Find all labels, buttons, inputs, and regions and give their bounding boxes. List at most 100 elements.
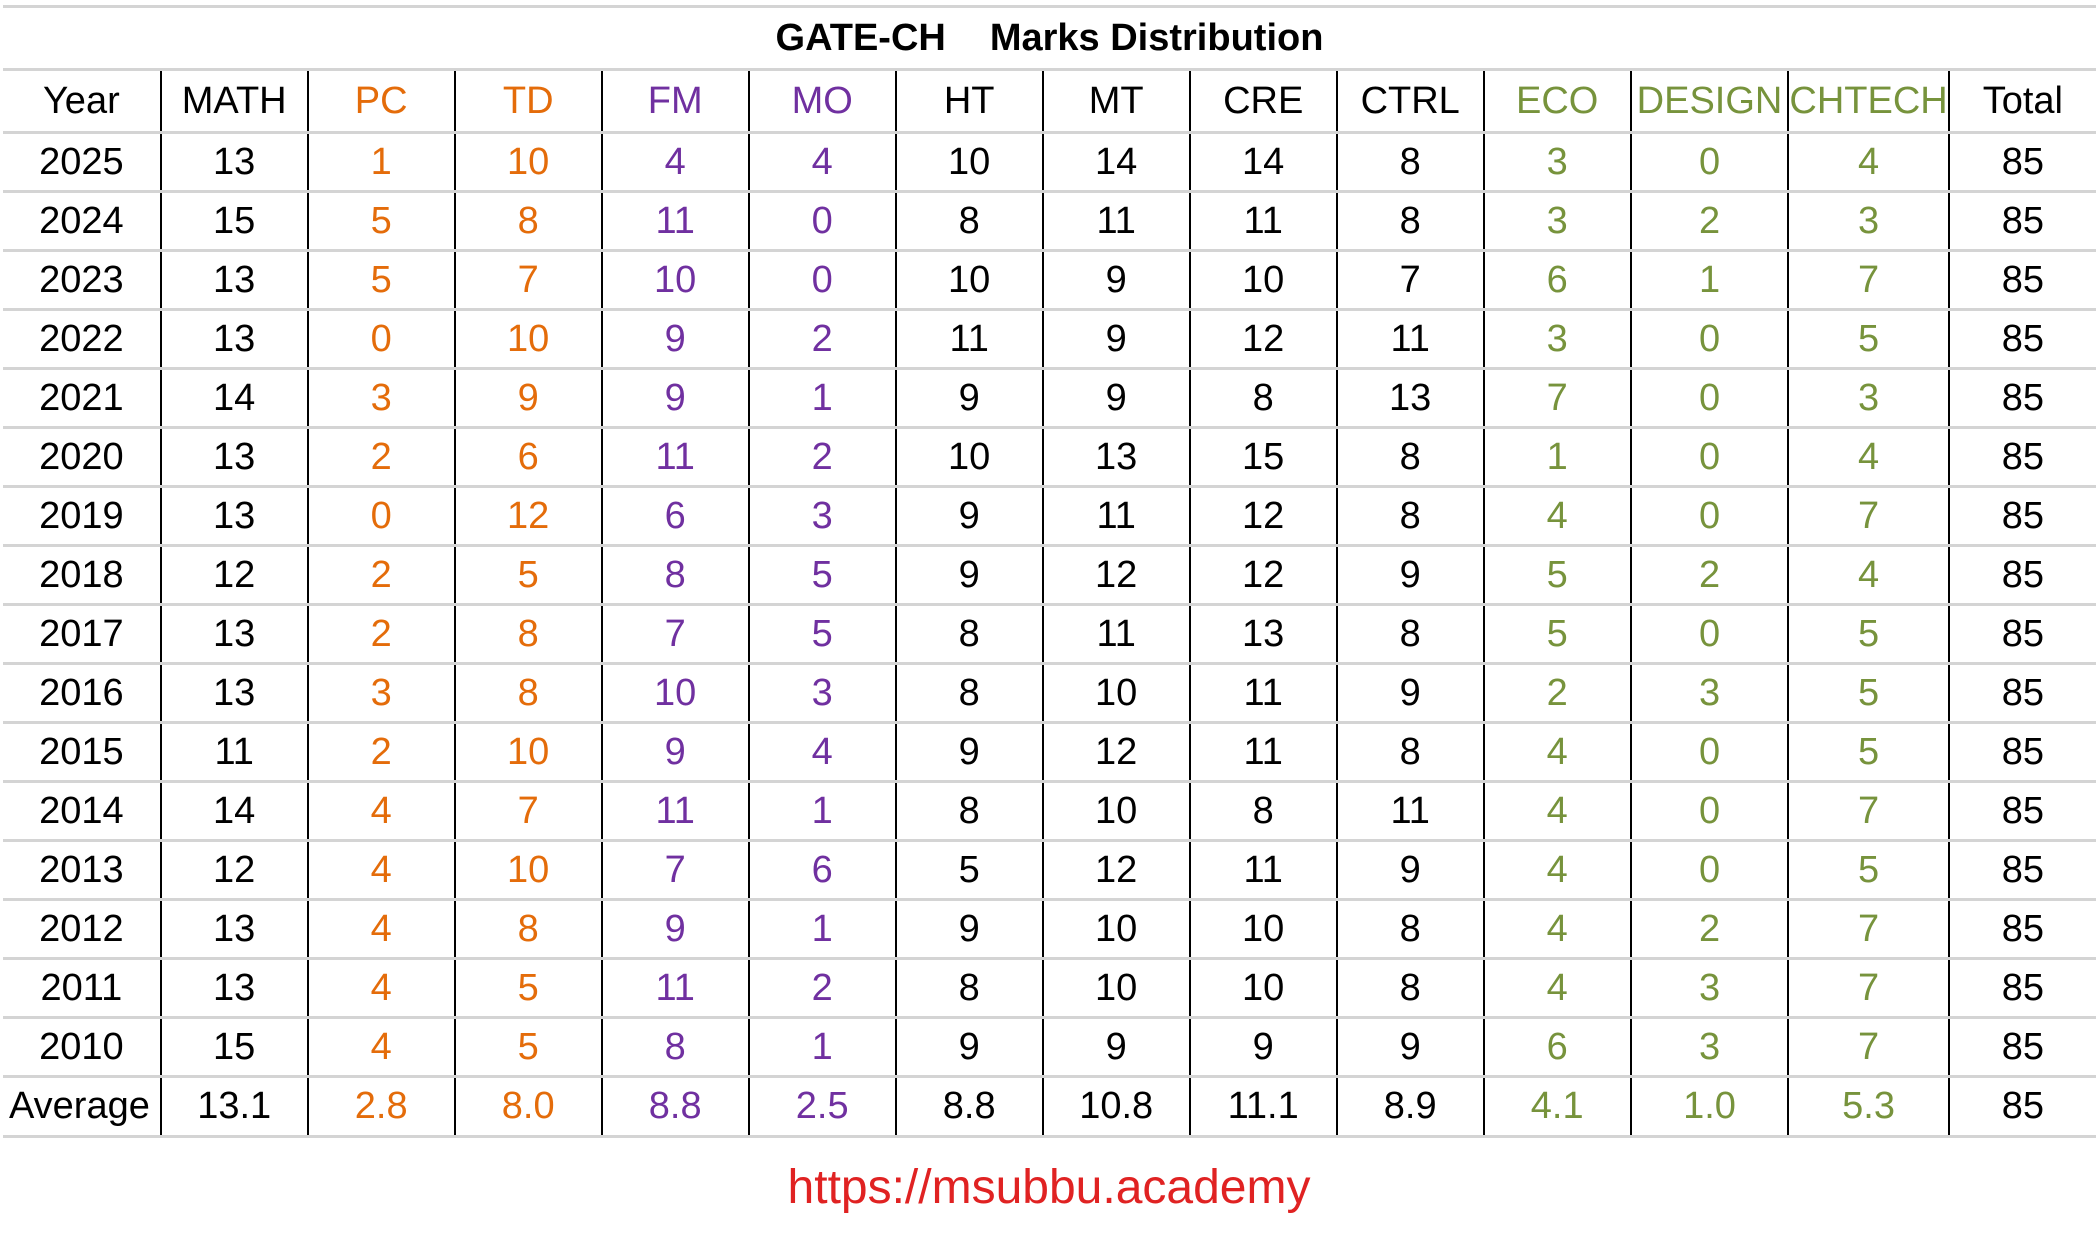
table-cell-td: 8 [454, 663, 603, 724]
table-cell-ht: 9 [895, 486, 1044, 547]
table-cell-pc: 0 [307, 309, 456, 370]
table-cell-total: 85 [1948, 368, 2096, 429]
table-cell-eco: 7 [1483, 368, 1632, 429]
table-cell-eco: 4 [1483, 722, 1632, 783]
column-header-design: DESIGN [1630, 69, 1790, 134]
table-row: 2014 14 4 7 11 1 8 10 8 11 4 0 7 85 [3, 781, 2096, 842]
table-cell-year: 2025 [3, 132, 162, 193]
table-cell-year: 2013 [3, 840, 162, 901]
table-cell-ht: 9 [895, 899, 1044, 960]
table-cell-eco: 3 [1483, 191, 1632, 252]
table-title: GATE-CH Marks Distribution [3, 5, 2096, 71]
table-row: 2019 13 0 12 6 3 9 11 12 8 4 0 7 85 [3, 486, 2096, 547]
table-cell-ht: 8 [895, 958, 1044, 1019]
table-cell-mo: 3 [748, 663, 897, 724]
column-header-cre: CRE [1189, 69, 1338, 134]
table-cell-year: 2016 [3, 663, 162, 724]
table-cell-mo: 1 [748, 1017, 897, 1078]
table-cell-td: 10 [454, 722, 603, 783]
table-cell-eco: 1 [1483, 427, 1632, 488]
table-cell-ht: 8 [895, 781, 1044, 842]
table-cell-mo: 4 [748, 722, 897, 783]
column-header-mo: MO [748, 69, 897, 134]
table-cell-ht: 5 [895, 840, 1044, 901]
table-cell-ht: 10 [895, 427, 1044, 488]
table-cell-year: Average [3, 1076, 162, 1138]
table-cell-ht: 10 [895, 250, 1044, 311]
table-cell-td: 12 [454, 486, 603, 547]
table-cell-fm: 9 [601, 309, 750, 370]
table-cell-td: 6 [454, 427, 603, 488]
table-cell-ht: 10 [895, 132, 1044, 193]
table-row: 2010 15 4 5 8 1 9 9 9 9 6 3 7 85 [3, 1017, 2096, 1078]
table-cell-pc: 2 [307, 545, 456, 606]
table-cell-design: 0 [1630, 427, 1790, 488]
table-cell-math: 13 [160, 250, 309, 311]
table-cell-math: 13.1 [160, 1076, 309, 1138]
table-cell-math: 13 [160, 486, 309, 547]
table-cell-cre: 12 [1189, 545, 1338, 606]
table-cell-ht: 9 [895, 368, 1044, 429]
table-cell-mo: 5 [748, 545, 897, 606]
table-cell-eco: 4 [1483, 899, 1632, 960]
table-cell-ht: 8 [895, 663, 1044, 724]
table-cell-fm: 10 [601, 250, 750, 311]
table-cell-ht: 8.8 [895, 1076, 1044, 1138]
table-row: 2018 12 2 5 8 5 9 12 12 9 5 2 4 85 [3, 545, 2096, 606]
table-cell-mo: 4 [748, 132, 897, 193]
table-cell-total: 85 [1948, 663, 2096, 724]
table-cell-pc: 4 [307, 958, 456, 1019]
table-cell-math: 11 [160, 722, 309, 783]
table-cell-total: 85 [1948, 1076, 2096, 1138]
table-cell-cre: 8 [1189, 781, 1338, 842]
table-row: 2017 13 2 8 7 5 8 11 13 8 5 0 5 85 [3, 604, 2096, 665]
table-cell-mo: 2 [748, 309, 897, 370]
table-cell-ctrl: 7 [1336, 250, 1485, 311]
column-header-ctrl: CTRL [1336, 69, 1485, 134]
table-cell-fm: 11 [601, 781, 750, 842]
table-cell-pc: 2 [307, 722, 456, 783]
column-header-total: Total [1948, 69, 2096, 134]
table-cell-mt: 9 [1042, 250, 1191, 311]
table-cell-eco: 3 [1483, 309, 1632, 370]
table-row: 2020 13 2 6 11 2 10 13 15 8 1 0 4 85 [3, 427, 2096, 488]
table-cell-mt: 9 [1042, 309, 1191, 370]
table-cell-cre: 11.1 [1189, 1076, 1338, 1138]
table-cell-total: 85 [1948, 427, 2096, 488]
header-row: Year MATH PC TD FM MO HT MT CRE CTRL ECO DESIGN CHTE… [3, 69, 2096, 134]
table-cell-mo: 1 [748, 899, 897, 960]
table-cell-chtech: 4 [1788, 545, 1950, 606]
table-cell-math: 14 [160, 368, 309, 429]
table-cell-pc: 5 [307, 191, 456, 252]
table-cell-chtech: 7 [1788, 250, 1950, 311]
table-cell-ctrl: 8.9 [1336, 1076, 1485, 1138]
table-cell-fm: 7 [601, 604, 750, 665]
table-cell-design: 0 [1630, 132, 1790, 193]
marks-table: GATE-CH Marks Distribution Year MATH PC TD FM… [3, 5, 2096, 1138]
table-cell-math: 15 [160, 1017, 309, 1078]
table-cell-mt: 11 [1042, 191, 1191, 252]
table-cell-fm: 8 [601, 1017, 750, 1078]
table-cell-math: 13 [160, 427, 309, 488]
table-row: 2024 15 5 8 11 0 8 11 11 8 3 2 3 85 [3, 191, 2096, 252]
table-cell-ht: 11 [895, 309, 1044, 370]
table-cell-year: 2023 [3, 250, 162, 311]
table-cell-cre: 12 [1189, 309, 1338, 370]
table-row: 2011 13 4 5 11 2 8 10 10 8 4 3 7 85 [3, 958, 2096, 1019]
table-row: 2016 13 3 8 10 3 8 10 11 9 2 3 5 85 [3, 663, 2096, 724]
table-cell-year: 2012 [3, 899, 162, 960]
table-cell-mo: 3 [748, 486, 897, 547]
table-cell-pc: 5 [307, 250, 456, 311]
table-cell-year: 2024 [3, 191, 162, 252]
table-cell-ht: 9 [895, 1017, 1044, 1078]
table-cell-chtech: 3 [1788, 191, 1950, 252]
table-cell-year: 2010 [3, 1017, 162, 1078]
table-cell-eco: 2 [1483, 663, 1632, 724]
table-cell-mt: 10 [1042, 781, 1191, 842]
table-cell-cre: 11 [1189, 722, 1338, 783]
table-cell-cre: 12 [1189, 486, 1338, 547]
table-cell-math: 14 [160, 781, 309, 842]
table-cell-eco: 3 [1483, 132, 1632, 193]
table-cell-design: 3 [1630, 663, 1790, 724]
table-cell-design: 0 [1630, 781, 1790, 842]
